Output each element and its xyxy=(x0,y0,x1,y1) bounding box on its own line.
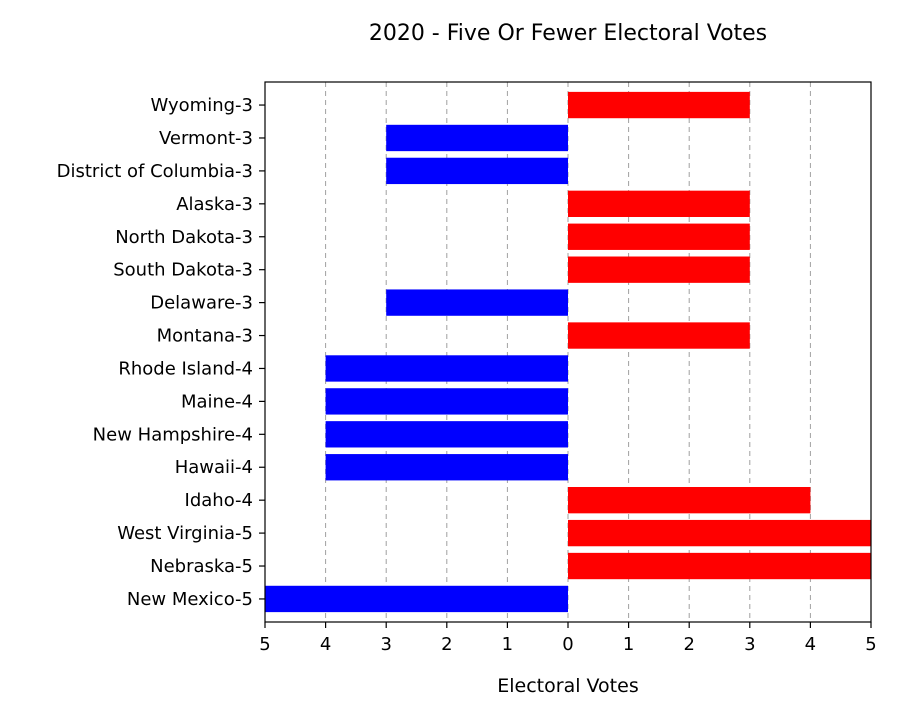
bar-alaska-3 xyxy=(568,190,750,217)
bar-hawaii-4 xyxy=(325,454,568,481)
bars xyxy=(265,91,871,613)
bar-montana-3 xyxy=(568,322,750,349)
y-tick-label: Montana-3 xyxy=(157,326,253,347)
x-axis-label: Electoral Votes xyxy=(497,675,638,697)
bar-maine-4 xyxy=(325,388,568,415)
bar-nebraska-5 xyxy=(568,552,871,580)
y-tick-label: Delaware-3 xyxy=(150,293,253,314)
y-tick-label: Vermont-3 xyxy=(159,128,253,149)
x-tick-label: 1 xyxy=(502,634,513,655)
bar-wyoming-3 xyxy=(568,91,750,119)
y-axis-ticks: Wyoming-3 Vermont-3 District of Columbia-3… xyxy=(57,95,265,610)
bar-idaho-4 xyxy=(568,487,811,514)
bar-vermont-3 xyxy=(386,124,568,152)
y-tick-label: New Mexico-5 xyxy=(127,589,253,610)
x-tick-label: 5 xyxy=(865,634,876,655)
y-tick-label: Rhode Island-4 xyxy=(118,358,253,379)
x-tick-label: 2 xyxy=(683,634,694,655)
y-tick-label: North Dakota-3 xyxy=(115,227,253,248)
x-tick-label: 2 xyxy=(441,634,452,655)
x-tick-label: 3 xyxy=(744,634,755,655)
y-tick-label: Idaho-4 xyxy=(185,490,253,511)
y-tick-label: District of Columbia-3 xyxy=(57,161,253,182)
x-tick-label: 5 xyxy=(259,634,270,655)
bar-district-of-columbia-3 xyxy=(386,157,568,185)
bar-rhode-island-4 xyxy=(325,355,568,382)
x-tick-label: 0 xyxy=(562,634,573,655)
x-axis-ticks: 5 4 3 2 1 0 1 2 3 4 5 xyxy=(259,622,877,655)
y-tick-label: Hawaii-4 xyxy=(175,457,253,478)
x-tick-label: 3 xyxy=(380,634,391,655)
bar-north-dakota-3 xyxy=(568,223,750,250)
bar-west-virginia-5 xyxy=(568,519,871,547)
bar-south-dakota-3 xyxy=(568,256,750,283)
chart-title: 2020 - Five Or Fewer Electoral Votes xyxy=(369,21,767,46)
y-tick-label: Maine-4 xyxy=(181,391,253,412)
x-tick-label: 4 xyxy=(805,634,816,655)
y-tick-label: Wyoming-3 xyxy=(151,95,253,116)
x-tick-label: 4 xyxy=(320,634,331,655)
bar-delaware-3 xyxy=(386,289,568,316)
x-tick-label: 1 xyxy=(623,634,634,655)
y-tick-label: New Hampshire-4 xyxy=(93,424,253,445)
y-tick-label: South Dakota-3 xyxy=(113,260,253,281)
y-tick-label: Nebraska-5 xyxy=(150,556,253,577)
bar-new-hampshire-4 xyxy=(325,421,568,448)
y-tick-label: Alaska-3 xyxy=(176,194,253,215)
y-tick-label: West Virginia-5 xyxy=(117,523,253,544)
bar-new-mexico-5 xyxy=(265,585,568,613)
